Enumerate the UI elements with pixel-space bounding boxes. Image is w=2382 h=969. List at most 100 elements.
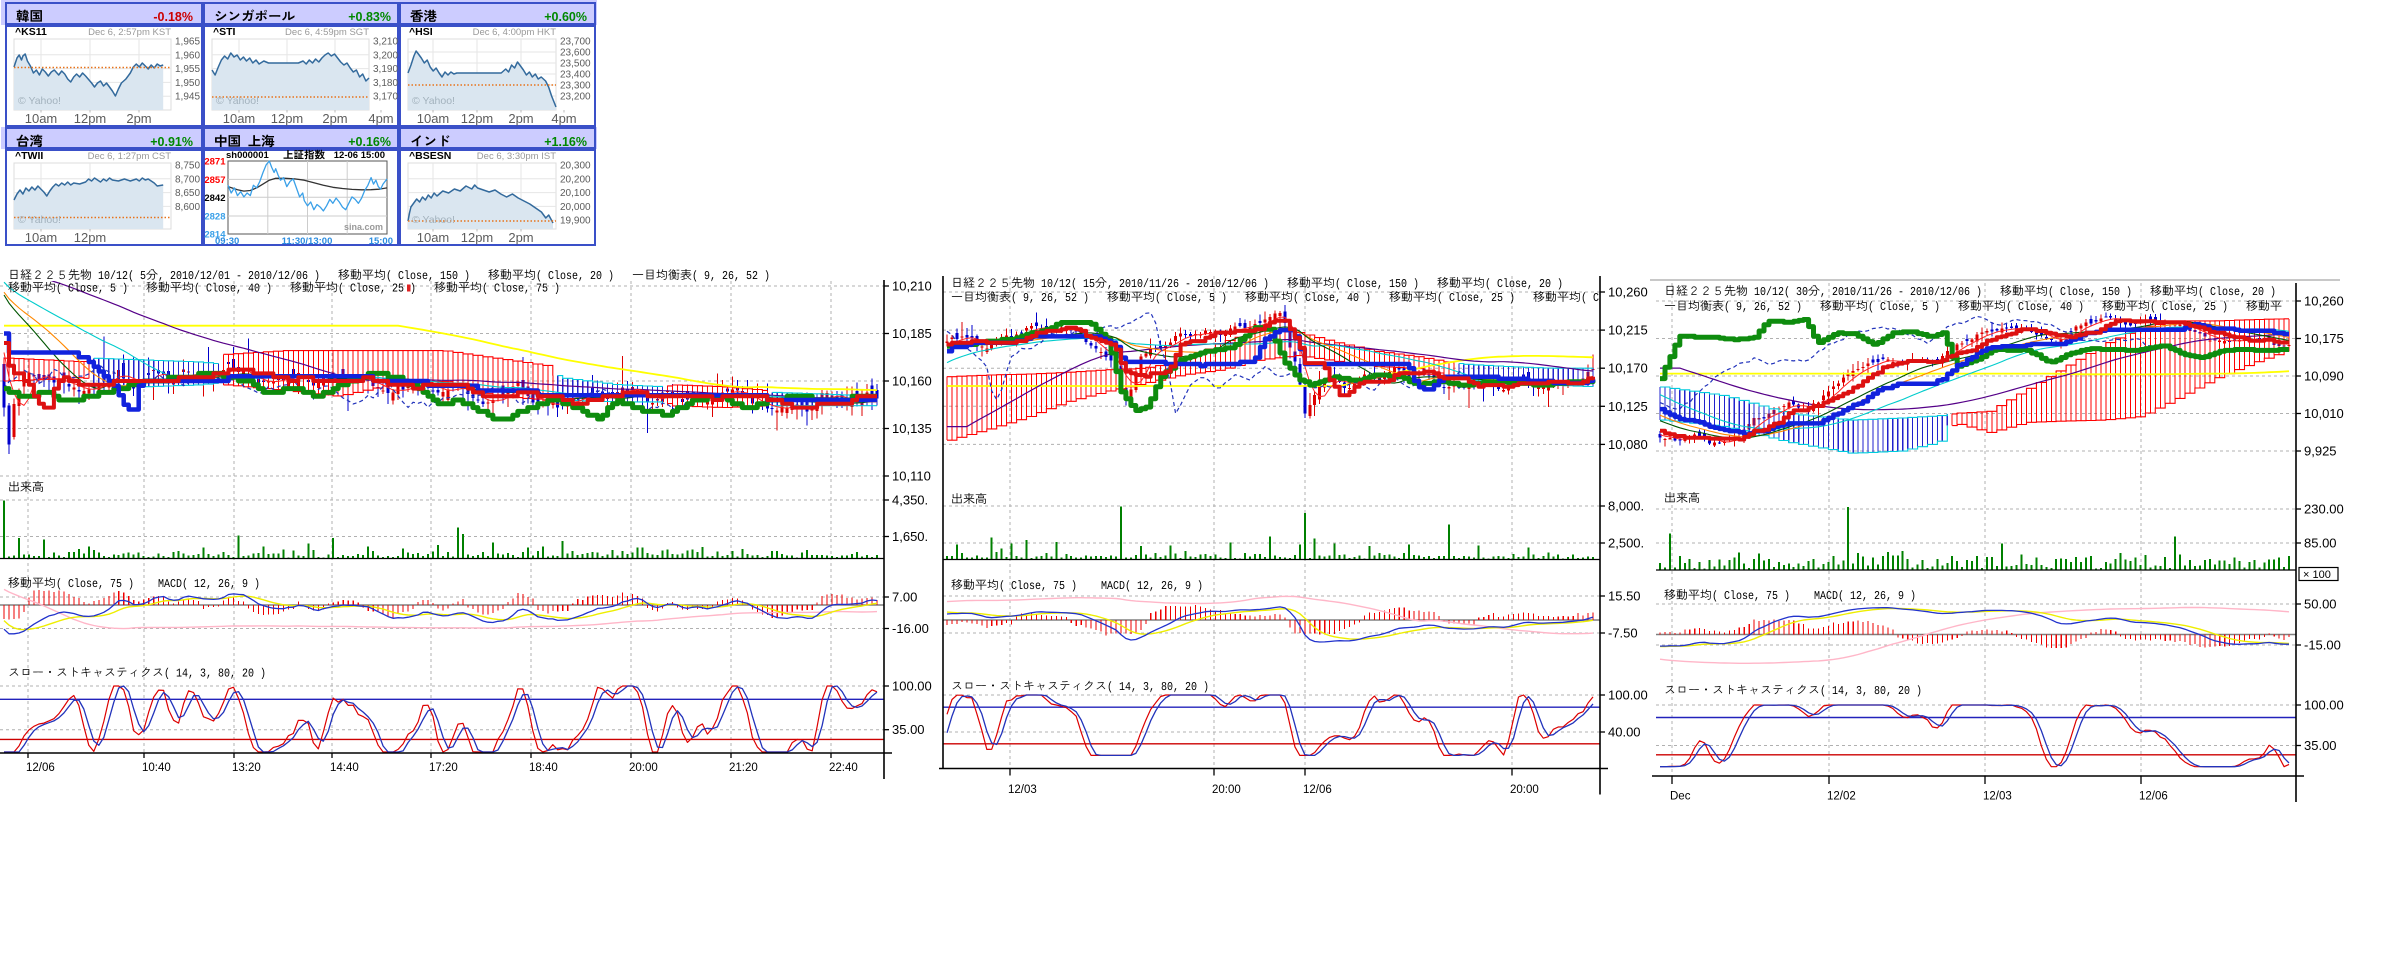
svg-text:^HSI: ^HSI (409, 26, 433, 38)
svg-text:sina.com: sina.com (344, 222, 383, 232)
svg-text:100.00: 100.00 (2304, 698, 2344, 713)
svg-text:3,200: 3,200 (373, 50, 398, 61)
svg-text:10,010: 10,010 (2304, 406, 2344, 421)
svg-text:10am: 10am (223, 111, 256, 126)
svg-text:3,170: 3,170 (373, 92, 398, 103)
svg-text:23,400: 23,400 (560, 70, 591, 81)
svg-text:10:40: 10:40 (142, 762, 171, 774)
svg-text:10,135: 10,135 (892, 421, 932, 436)
svg-text:12/03: 12/03 (1983, 791, 2012, 803)
svg-text:Dec 6, 1:27pm CST: Dec 6, 1:27pm CST (88, 151, 172, 162)
svg-text:2814: 2814 (204, 230, 226, 241)
svg-text:12/03: 12/03 (1008, 784, 1037, 796)
svg-text:8,700: 8,700 (175, 174, 200, 185)
svg-text:× 100: × 100 (2303, 569, 2331, 581)
svg-text:© Yahoo!: © Yahoo! (216, 95, 259, 107)
svg-text:10,260: 10,260 (2304, 294, 2344, 309)
svg-text:12/02: 12/02 (1827, 791, 1856, 803)
svg-text:10,125: 10,125 (1608, 399, 1648, 414)
svg-text:2pm: 2pm (508, 230, 533, 245)
svg-text:4,350.: 4,350. (892, 493, 928, 508)
svg-text:^BSESN: ^BSESN (409, 150, 451, 162)
svg-text:23,200: 23,200 (560, 92, 591, 103)
svg-text:09:30: 09:30 (215, 236, 239, 247)
svg-text:9,925: 9,925 (2304, 444, 2337, 459)
svg-text:20,200: 20,200 (560, 174, 591, 185)
svg-text:+0.91%: +0.91% (150, 135, 193, 149)
svg-text:23,600: 23,600 (560, 48, 591, 59)
svg-text:10,080: 10,080 (1608, 437, 1648, 452)
svg-text:35.00: 35.00 (892, 722, 925, 737)
svg-text:8,650: 8,650 (175, 188, 200, 199)
svg-text:2842: 2842 (204, 193, 225, 204)
svg-text:^STI: ^STI (213, 26, 236, 38)
svg-text:Dec 6, 3:30pm IST: Dec 6, 3:30pm IST (477, 151, 556, 162)
svg-text:20:00: 20:00 (1510, 784, 1539, 796)
svg-text:12pm: 12pm (74, 230, 107, 245)
svg-text:1,965: 1,965 (175, 37, 200, 48)
svg-text:Dec 6, 4:00pm HKT: Dec 6, 4:00pm HKT (473, 27, 557, 38)
svg-text:12pm: 12pm (461, 111, 494, 126)
svg-text:^KS11: ^KS11 (15, 26, 47, 38)
svg-text:15.50: 15.50 (1608, 589, 1641, 604)
svg-text:10am: 10am (417, 230, 450, 245)
svg-text:2pm: 2pm (508, 111, 533, 126)
svg-text:3,210: 3,210 (373, 37, 398, 48)
svg-text:20,300: 20,300 (560, 161, 591, 172)
svg-text:+1.16%: +1.16% (544, 135, 587, 149)
svg-text:sh000001: sh000001 (226, 150, 270, 161)
svg-text:10,210: 10,210 (892, 279, 932, 294)
svg-text:10,170: 10,170 (1608, 361, 1648, 376)
svg-text:100.00: 100.00 (1608, 688, 1648, 703)
svg-text:10,110: 10,110 (892, 469, 931, 484)
svg-text:10,175: 10,175 (2304, 331, 2344, 346)
svg-text:15:00: 15:00 (369, 236, 393, 247)
svg-text:4pm: 4pm (551, 111, 576, 126)
svg-text:18:40: 18:40 (529, 762, 558, 774)
svg-text:+0.83%: +0.83% (348, 10, 391, 24)
svg-text:^TWII: ^TWII (15, 150, 43, 162)
svg-text:2pm: 2pm (126, 111, 151, 126)
svg-text:1,945: 1,945 (175, 92, 200, 103)
svg-text:2857: 2857 (204, 175, 225, 186)
svg-text:11:30/13:00: 11:30/13:00 (282, 236, 333, 247)
svg-text:12-06 15:00: 12-06 15:00 (334, 150, 385, 161)
svg-text:10,160: 10,160 (892, 374, 932, 389)
svg-text:4pm: 4pm (368, 111, 393, 126)
svg-text:10,090: 10,090 (2304, 369, 2344, 384)
svg-text:1,960: 1,960 (175, 50, 200, 61)
svg-text:14:40: 14:40 (330, 762, 359, 774)
svg-text:10,260: 10,260 (1608, 285, 1648, 300)
svg-text:Dec: Dec (1670, 791, 1691, 803)
svg-text:21:20: 21:20 (729, 762, 758, 774)
svg-text:8,000.: 8,000. (1608, 499, 1644, 514)
svg-text:-7.50: -7.50 (1608, 626, 1638, 641)
svg-text:85.00: 85.00 (2304, 536, 2337, 551)
svg-text:13:20: 13:20 (232, 762, 261, 774)
svg-text:2pm: 2pm (322, 111, 347, 126)
svg-text:1,950: 1,950 (175, 78, 200, 89)
svg-text:3,190: 3,190 (373, 64, 398, 75)
svg-text:10,215: 10,215 (1608, 323, 1648, 338)
svg-text:2,500.: 2,500. (1608, 536, 1644, 551)
svg-text:20,100: 20,100 (560, 188, 591, 199)
svg-text:Dec 6, 4:59pm SGT: Dec 6, 4:59pm SGT (285, 27, 369, 38)
svg-text:© Yahoo!: © Yahoo! (18, 214, 61, 226)
svg-text:100.00: 100.00 (892, 679, 932, 694)
svg-text:12/06: 12/06 (2139, 791, 2168, 803)
svg-text:2828: 2828 (204, 212, 225, 223)
svg-text:1,650.: 1,650. (892, 529, 928, 544)
svg-text:12pm: 12pm (74, 111, 107, 126)
svg-text:© Yahoo!: © Yahoo! (412, 95, 455, 107)
svg-text:-0.18%: -0.18% (153, 10, 193, 24)
svg-text:20:00: 20:00 (629, 762, 658, 774)
svg-text:+0.60%: +0.60% (544, 10, 587, 24)
svg-text:12/06: 12/06 (26, 762, 55, 774)
svg-text:-15.00: -15.00 (2304, 638, 2341, 653)
svg-text:3,180: 3,180 (373, 78, 398, 89)
svg-text:40.00: 40.00 (1608, 725, 1641, 740)
svg-text:© Yahoo!: © Yahoo! (18, 95, 61, 107)
svg-text:+0.16%: +0.16% (348, 135, 391, 149)
svg-text:2871: 2871 (204, 157, 226, 168)
svg-text:19,900: 19,900 (560, 216, 591, 227)
